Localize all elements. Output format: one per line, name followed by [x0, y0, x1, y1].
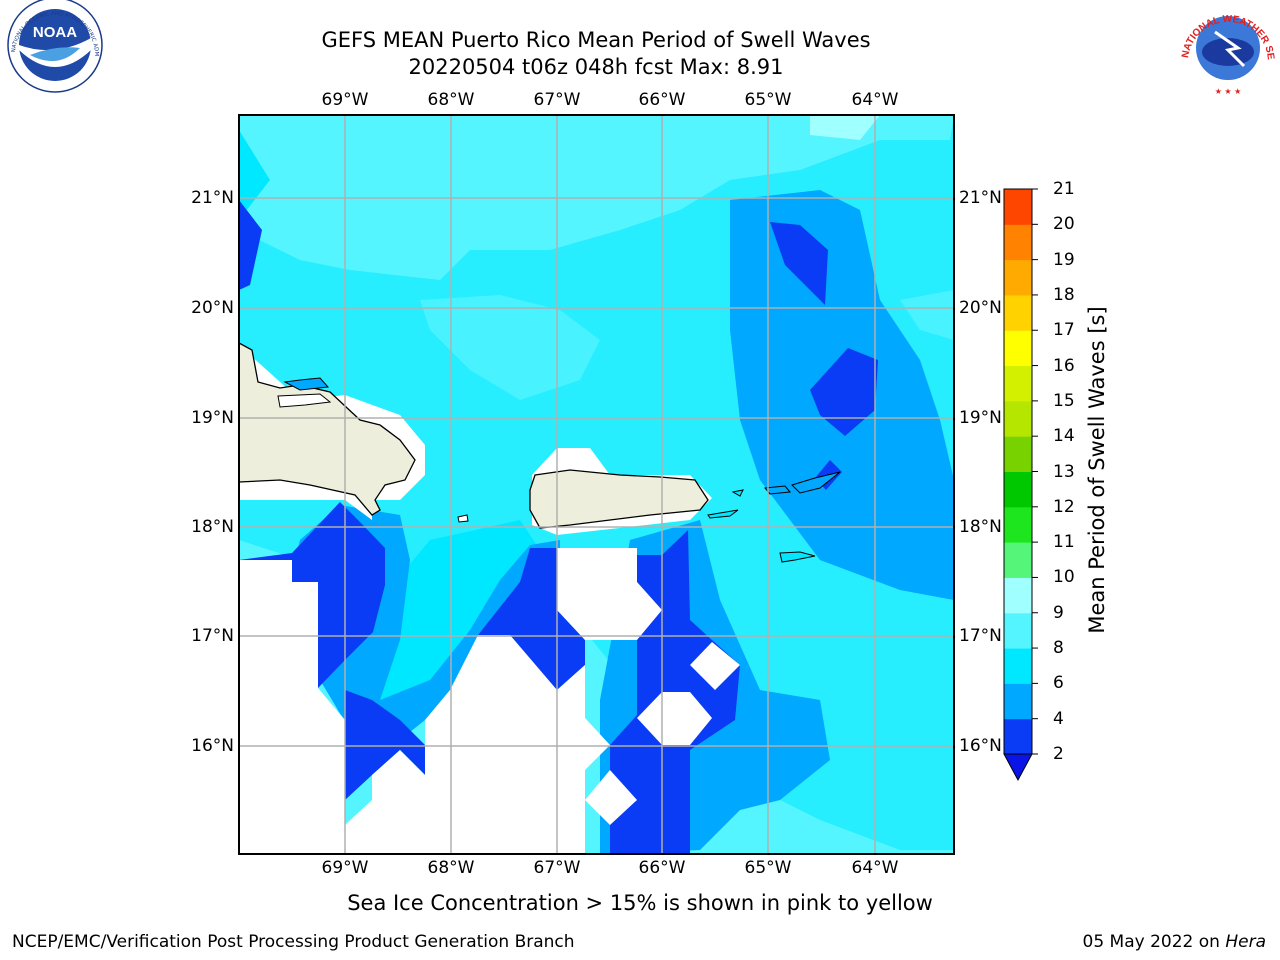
contour-band [239, 115, 954, 170]
lat-label-right: 16°N [959, 736, 1002, 756]
lon-label-top: 66°W [638, 90, 686, 110]
colorbar-tick-label: 17 [1053, 320, 1075, 341]
mask-s2 [585, 770, 637, 825]
colorbar-title: Mean Period of Swell Waves [s] [1085, 306, 1109, 634]
lat-label-left: 21°N [191, 188, 234, 208]
lon-label-top: 69°W [321, 90, 369, 110]
colorbar-segment [1004, 330, 1032, 367]
mask-center [557, 548, 662, 640]
lat-label-right: 21°N [959, 188, 1002, 208]
colorbar-segment [1004, 189, 1032, 225]
footer-date: 05 May 2022 on Hera [1083, 932, 1267, 952]
mask-s [318, 635, 610, 854]
colorbar-extend-triangle [1003, 753, 1033, 782]
lat-label-left: 17°N [191, 626, 234, 646]
colorbar-tick-label: 8 [1053, 638, 1064, 659]
colorbar-tick-label: 21 [1053, 179, 1075, 199]
colorbar-tick-label: 4 [1053, 708, 1064, 729]
lat-label-right: 20°N [959, 298, 1002, 318]
colorbar-segment [1004, 259, 1032, 296]
noaa-logo: NOAA NATIONAL OCEANIC AND ATMOSPHERIC AD… [0, 0, 103, 93]
colorbar [1003, 188, 1038, 782]
sea-ice-caption: Sea Ice Concentration > 15% is shown in … [347, 891, 933, 915]
lat-label-left: 16°N [191, 736, 234, 756]
mask-s3 [690, 642, 740, 690]
map-title: GEFS MEAN Puerto Rico Mean Period of Swe… [321, 28, 871, 52]
map-frame [238, 114, 955, 855]
colorbar-tick-label: 19 [1053, 249, 1075, 270]
lon-label-bottom: 68°W [427, 858, 475, 878]
colorbar-segment [1004, 436, 1032, 472]
colorbar-segment [1004, 224, 1032, 261]
lon-label-bottom: 66°W [638, 858, 686, 878]
colorbar-tick-label: 15 [1053, 390, 1075, 411]
lat-label-left: 20°N [191, 298, 234, 318]
mona-island [457, 514, 469, 523]
colorbar-segment [1004, 400, 1032, 437]
vieques-island [707, 509, 739, 519]
colorbar-tick-label: 20 [1053, 214, 1075, 235]
colorbar-segment [1004, 542, 1032, 578]
colorbar-tick-label: 13 [1053, 461, 1075, 482]
lat-label-left: 19°N [191, 408, 234, 428]
colorbar-tick-label: 12 [1053, 496, 1075, 517]
lon-label-bottom: 65°W [744, 858, 792, 878]
colorbar-segment [1004, 718, 1032, 755]
colorbar-segment [1004, 365, 1032, 402]
lat-label-right: 18°N [959, 517, 1002, 537]
lat-label-right: 17°N [959, 626, 1002, 646]
lon-label-top: 67°W [533, 90, 581, 110]
svg-text:NATIONAL WEATHER SERVICE: NATIONAL WEATHER SERVICE [0, 0, 1276, 61]
bvi-islands [791, 471, 841, 494]
mask-s4 [637, 692, 712, 745]
colorbar-tick-label: 14 [1053, 426, 1075, 447]
colorbar-tick-label: 10 [1053, 567, 1075, 588]
svg-text:★ ★ ★: ★ ★ ★ [1215, 87, 1242, 96]
lat-label-right: 19°N [959, 408, 1002, 428]
colorbar-segment [1004, 471, 1032, 508]
footer-date-text: 05 May 2022 on [1082, 932, 1226, 952]
svg-text:NOAA: NOAA [33, 24, 77, 41]
puerto-rico-land [529, 469, 709, 529]
colorbar-tick-label: 18 [1053, 284, 1075, 305]
hispaniola-coast-detail [277, 393, 332, 408]
contour-lt2-s1 [478, 548, 585, 690]
colorbar-segment [1004, 683, 1032, 720]
culebra-island [731, 489, 744, 497]
contour-lt2-e [810, 348, 878, 436]
lon-label-top: 64°W [851, 90, 899, 110]
colorbar-tick-label: 9 [1053, 602, 1064, 623]
lat-label-left: 18°N [191, 517, 234, 537]
lon-label-top: 68°W [427, 90, 475, 110]
lon-label-bottom: 67°W [533, 858, 581, 878]
footer-host: Hera [1225, 932, 1266, 952]
colorbar-tick-label: 6 [1053, 673, 1064, 694]
contour-lt2-w [239, 200, 262, 290]
map-subtitle: 20220504 t06z 048h fcst Max: 8.91 [408, 55, 784, 79]
mask-sw [239, 560, 345, 854]
colorbar-segment [1004, 612, 1032, 649]
contour-lt2-ne [770, 222, 828, 305]
lon-label-top: 65°W [744, 90, 792, 110]
colorbar-segment [1004, 506, 1032, 543]
colorbar-tick-label: 11 [1053, 532, 1075, 553]
lon-label-bottom: 69°W [321, 858, 369, 878]
st-croix-island [779, 551, 816, 563]
contour-8-9-ne [810, 115, 880, 140]
nws-logo: NATIONAL WEATHER SERVICE ★ ★ ★ [0, 0, 1276, 96]
colorbar-segment [1004, 577, 1032, 614]
map-plot [239, 115, 954, 854]
colorbar-tick-label: 2 [1053, 744, 1064, 764]
footer-credit: NCEP/EMC/Verification Post Processing Pr… [12, 932, 575, 952]
colorbar-segment [1004, 294, 1032, 331]
hispaniola-land [239, 342, 416, 516]
contour-lt2-s3 [345, 690, 425, 800]
graticule [239, 115, 954, 854]
lon-label-bottom: 64°W [851, 858, 899, 878]
colorbar-segment [1004, 648, 1032, 684]
colorbar-tick-label: 16 [1053, 355, 1075, 376]
tortuga-island [283, 377, 330, 391]
